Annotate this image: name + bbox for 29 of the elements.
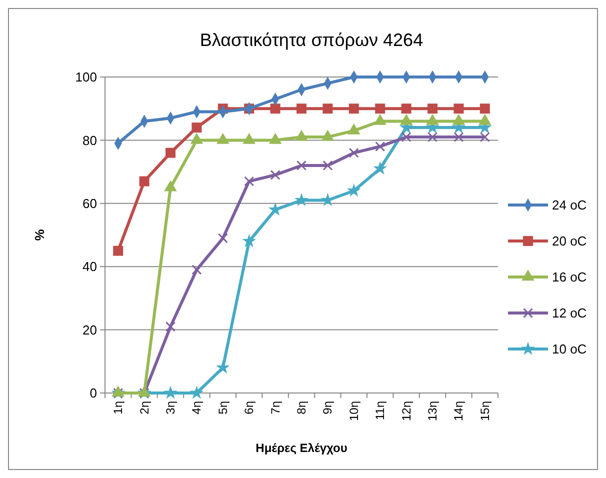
x-tick-label: 8η: [294, 401, 308, 414]
legend-label: 12 oC: [552, 306, 587, 321]
x-tick-label: 4η: [190, 401, 204, 414]
x-tick-label: 1η: [111, 401, 126, 414]
x-tick-label: 14η: [452, 401, 466, 422]
y-tick-label: 80: [82, 132, 97, 148]
y-tick-label: 0: [90, 386, 97, 401]
x-tick-label: 11η: [373, 401, 388, 420]
legend-label: 24 oC: [552, 198, 587, 213]
chart-title: Βλαστικότητα σπόρων 4264: [200, 30, 424, 50]
x-tick-label: 3η: [164, 401, 178, 414]
x-axis-title: Ημέρες Ελέγχου: [256, 441, 348, 455]
y-tick-label: 60: [82, 196, 97, 211]
x-tick-label: 13η: [426, 401, 440, 422]
y-tick-label: 20: [82, 322, 97, 338]
x-tick-label: 10η: [346, 401, 361, 422]
x-tick-label: 5η: [216, 401, 230, 414]
y-tick-label: 100: [75, 70, 97, 85]
x-tick-label: 15η: [478, 401, 492, 422]
x-tick-label: 2η: [137, 401, 152, 414]
x-tick-label: 7η: [268, 401, 282, 414]
x-tick-label: 12η: [399, 401, 414, 422]
x-tick-label: 9η: [320, 401, 335, 414]
x-tick-label: 6η: [242, 401, 256, 414]
legend-label: 10 oC: [552, 342, 587, 357]
legend-label: 16 oC: [552, 270, 587, 285]
y-axis-title: %: [32, 228, 47, 241]
y-tick-label: 40: [82, 259, 97, 274]
legend-label: 20 oC: [552, 234, 587, 249]
